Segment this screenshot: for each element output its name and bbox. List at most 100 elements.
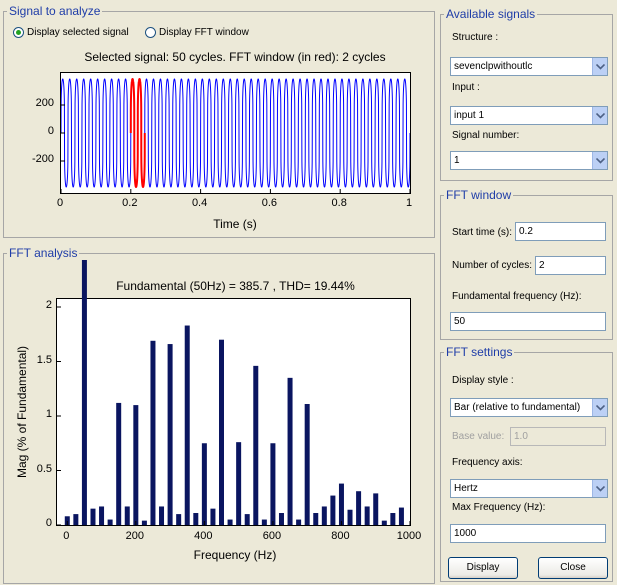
fft-xtick-label: 0 xyxy=(63,530,70,542)
fft-xlabel: Frequency (Hz) xyxy=(193,548,277,562)
fft-bar xyxy=(321,506,327,525)
input-value: input 1 xyxy=(454,110,485,121)
fft-bar xyxy=(176,514,182,525)
chevron-down-icon[interactable] xyxy=(592,480,607,497)
input-select[interactable]: input 1 xyxy=(450,106,608,125)
radio-label-selected-signal: Display selected signal xyxy=(27,27,129,38)
freq-axis-value: Hertz xyxy=(454,483,478,494)
signal-xlabel: Time (s) xyxy=(213,217,257,231)
fft-bar xyxy=(287,377,293,525)
radio-display-fft-window[interactable]: Display FFT window xyxy=(145,27,249,38)
signal-ytick-label: 0 xyxy=(47,125,54,137)
signal-xtick-label: 0.2 xyxy=(122,197,138,209)
cycles-input[interactable]: 2 xyxy=(535,256,606,275)
signal-number-select[interactable]: 1 xyxy=(450,151,608,170)
fft-xtick-label: 800 xyxy=(331,530,350,542)
fft-ytick-label: 1 xyxy=(45,408,52,420)
signal-ytick-label: 200 xyxy=(35,96,54,109)
fft-bar xyxy=(296,519,302,525)
fft-settings-title: FFT settings xyxy=(446,345,513,359)
signal-xtick-label: 0.8 xyxy=(331,197,347,209)
fft-bar xyxy=(227,519,233,525)
structure-label: Structure : xyxy=(452,32,499,43)
freq-axis-label: Frequency axis: xyxy=(452,457,523,468)
fft-bar xyxy=(116,402,122,525)
fft-bar xyxy=(64,516,70,525)
fft-bar xyxy=(201,443,207,525)
structure-value: sevenclpwithoutlc xyxy=(454,61,533,72)
fft-bar xyxy=(159,506,165,525)
max-freq-input[interactable]: 1000 xyxy=(450,524,606,543)
radio-display-selected-signal[interactable]: Display selected signal xyxy=(13,27,129,38)
signal-plot-title: Selected signal: 50 cycles. FFT window (… xyxy=(84,50,386,64)
fft-xtick-label: 200 xyxy=(125,530,144,542)
fund-freq-input[interactable]: 50 xyxy=(450,312,606,331)
structure-select[interactable]: sevenclpwithoutlc xyxy=(450,57,608,76)
fft-bar xyxy=(141,520,147,525)
signal-xtick-label: 1 xyxy=(405,197,413,209)
fft-window-panel: FFT window xyxy=(440,188,613,340)
chevron-down-icon[interactable] xyxy=(592,58,607,75)
fft-xtick-label: 600 xyxy=(262,530,282,542)
available-signals-panel: Available signals xyxy=(440,7,613,181)
fft-bar xyxy=(99,506,105,525)
fft-ylabel: Mag (% of Fundamental) xyxy=(15,345,29,478)
signal-ytick-label: -200 xyxy=(31,153,54,165)
fft-bar xyxy=(236,442,242,525)
fft-bar xyxy=(124,506,130,525)
signal-number-value: 1 xyxy=(454,155,460,166)
radio-off-icon xyxy=(145,27,156,38)
fft-bar xyxy=(219,339,224,525)
fft-plot-area[interactable] xyxy=(56,260,411,526)
signal-plot-svg xyxy=(61,77,410,193)
signal-plot-area[interactable] xyxy=(60,72,411,194)
chevron-down-icon[interactable] xyxy=(592,152,607,169)
signal-to-analyze-panel: Signal to analyze xyxy=(3,4,435,238)
fft-ytick-label: 0 xyxy=(45,517,52,529)
fft-bar xyxy=(81,260,87,525)
display-style-select[interactable]: Bar (relative to fundamental) xyxy=(450,398,608,417)
fund-freq-label: Fundamental frequency (Hz): xyxy=(452,291,582,302)
fft-bar xyxy=(313,513,319,525)
fft-bar xyxy=(184,325,190,525)
start-time-input[interactable]: 0.2 xyxy=(515,222,606,241)
chevron-down-icon[interactable] xyxy=(592,399,607,416)
fft-bar xyxy=(373,493,379,525)
fft-bar xyxy=(390,513,396,525)
fft-bar xyxy=(278,513,284,525)
fft-window-title: FFT window xyxy=(446,188,512,202)
display-style-label: Display style : xyxy=(452,375,514,386)
fft-bar xyxy=(253,365,259,525)
fft-bar xyxy=(210,508,216,525)
fft-bar xyxy=(338,483,344,525)
fft-bar xyxy=(330,495,336,525)
fft-bar xyxy=(270,443,276,525)
signal-xtick-label: 0.4 xyxy=(191,197,208,209)
fft-bar xyxy=(244,514,250,525)
signal-xtick-label: 0 xyxy=(56,197,64,209)
display-style-value: Bar (relative to fundamental) xyxy=(454,402,581,413)
fft-ytick-label: 1.5 xyxy=(36,353,52,366)
start-time-label: Start time (s): xyxy=(452,227,513,238)
fft-bar xyxy=(133,405,139,525)
chevron-down-icon[interactable] xyxy=(592,107,607,124)
signal-panel-title: Signal to analyze xyxy=(9,4,101,18)
fft-analysis-panel: FFT analysis xyxy=(3,246,435,584)
input-label: Input : xyxy=(452,82,480,93)
fft-bar xyxy=(304,404,310,525)
signal-xtick-label: 0.6 xyxy=(261,197,278,209)
fft-bar xyxy=(261,519,267,525)
display-button[interactable]: Display xyxy=(448,557,518,579)
base-value-input: 1.0 xyxy=(510,427,606,446)
fft-bar xyxy=(356,491,362,525)
radio-on-icon xyxy=(13,27,24,38)
fft-plot-title: Fundamental (50Hz) = 385.7 , THD= 19.44% xyxy=(116,279,355,293)
fft-bar xyxy=(90,508,96,525)
close-button[interactable]: Close xyxy=(538,557,608,579)
cycles-label: Number of cycles: xyxy=(452,260,533,271)
freq-axis-select[interactable]: Hertz xyxy=(450,479,608,498)
fft-plot-svg xyxy=(57,260,411,526)
fft-bar xyxy=(73,514,79,525)
fft-bar xyxy=(347,509,353,525)
fft-bar xyxy=(398,507,404,525)
